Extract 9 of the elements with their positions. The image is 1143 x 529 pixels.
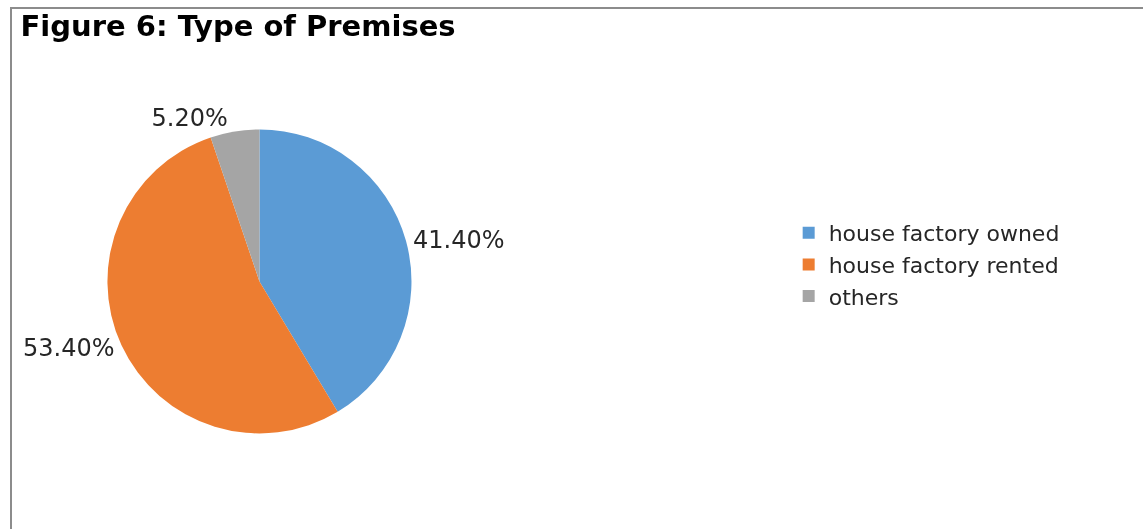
pie-slice [210,129,260,282]
legend-label: others [828,284,899,310]
pie-slice [259,129,412,412]
data-label: 41.40% [412,225,505,254]
chart-title: Figure 6: Type of Premises [20,9,456,44]
legend-label: house factory rented [828,252,1059,278]
data-label: 53.40% [22,333,115,362]
data-label: 5.20% [151,103,228,132]
legend-label: house factory owned [828,221,1060,247]
